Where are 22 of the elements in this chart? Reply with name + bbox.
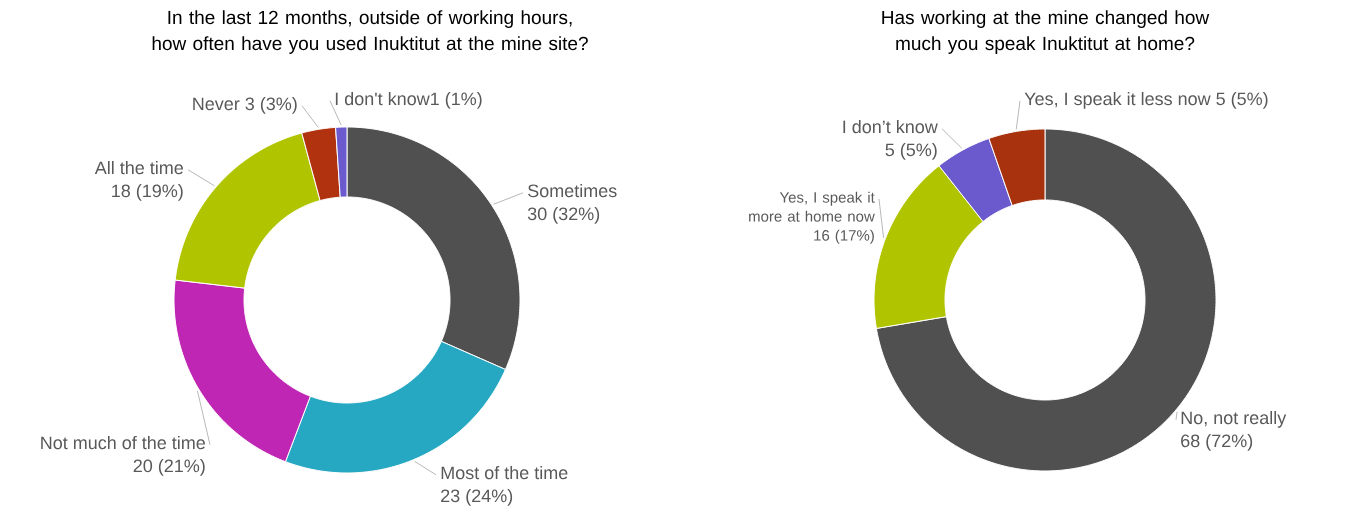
data-label: 20 (21%)	[133, 458, 205, 476]
chart-title: Has working at the mine changed how much you speak Inuktitut at home?	[882, 10, 1210, 54]
data-label: 5 (5%)	[885, 142, 937, 160]
slice-label: Yes, I speak it less now	[1024, 91, 1211, 109]
data-label: 23 (24%)	[441, 488, 513, 506]
slice-label: I don’t know	[843, 119, 938, 134]
slice-label: Most of the time	[441, 465, 568, 480]
chart-title: In the last 12 months, outside of working hours, how often have you used Inuktitut at the mine site?	[152, 10, 588, 54]
data-label: 3 (3%)	[245, 96, 297, 114]
slice-label: Yes, I speak it more at home now	[749, 191, 875, 222]
data-label: 16 (17%)	[814, 229, 874, 244]
slice-label: Never	[193, 97, 240, 111]
slice-label: Sometimes	[528, 183, 617, 198]
data-label: 1 (1%)	[431, 91, 482, 109]
data-label: 5 (5%)	[1216, 91, 1268, 109]
slice-label: No, not really	[1181, 410, 1287, 428]
data-label: 18 (19%)	[112, 183, 183, 201]
slice-label: I don't know	[335, 91, 430, 106]
slice-label: Not much of the time	[41, 435, 205, 450]
slice-label: All the time	[94, 160, 183, 175]
data-label: 68 (72%)	[1181, 433, 1253, 451]
data-label: 30 (32%)	[527, 206, 600, 224]
